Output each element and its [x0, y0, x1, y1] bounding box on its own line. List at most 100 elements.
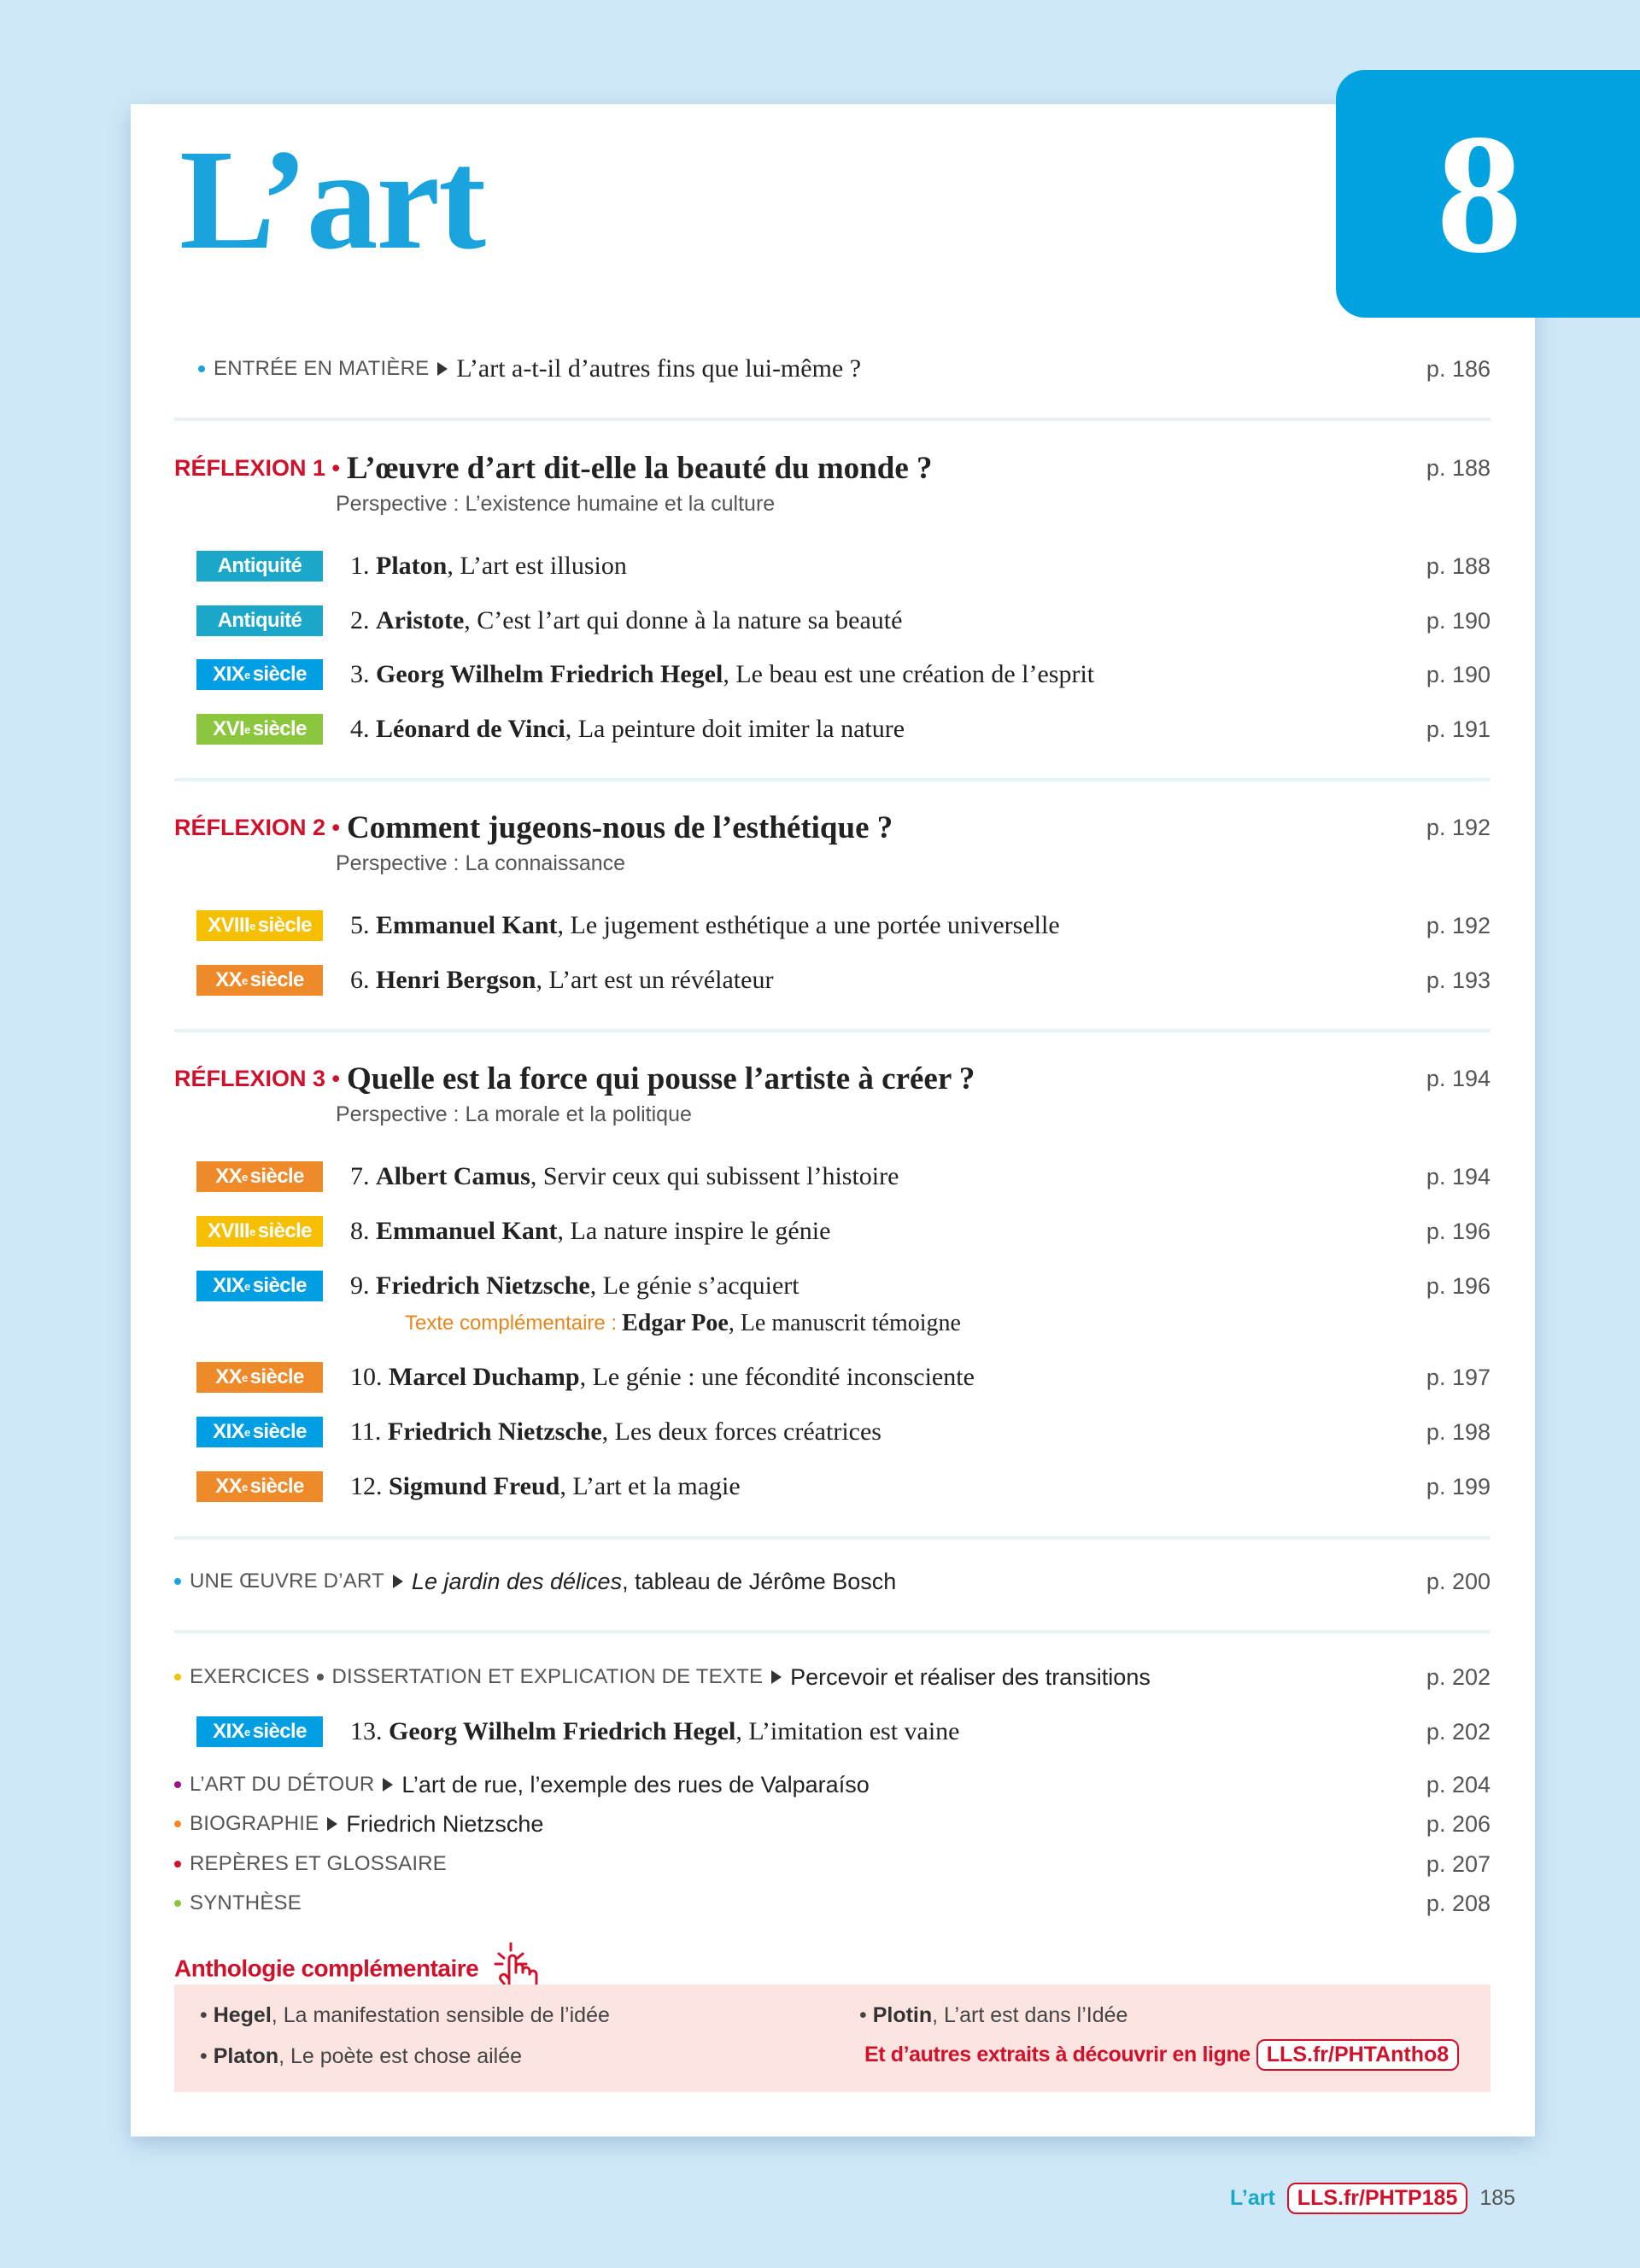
- extra-section[interactable]: BIOGRAPHIE Friedrich Nietzsche p. 206: [0, 1803, 1640, 1845]
- section-label: REPÈRES ET GLOSSAIRE: [190, 1852, 447, 1875]
- page-number: p. 197: [1426, 1364, 1491, 1390]
- text-item[interactable]: XIX e siècle 13. Georg Wilhelm Friedrich He…: [0, 1710, 1640, 1753]
- text-item[interactable]: XX e siècle 12. Sigmund Freud, L’art et la …: [0, 1465, 1640, 1508]
- oeuvre-d-art[interactable]: UNE ŒUVRE D’ART Le jardin des délices, ta…: [0, 1560, 1640, 1603]
- author: Emmanuel Kant: [376, 911, 558, 939]
- reflexion-title: L’œuvre d’art dit-elle la beauté du mond…: [346, 450, 933, 486]
- text-item[interactable]: XIX e siècle 9. Friedrich Nietzsche, Le gén…: [0, 1265, 1640, 1307]
- author: Sigmund Freud: [389, 1472, 560, 1500]
- bullet-icon: [174, 1821, 181, 1827]
- perspective[interactable]: Perspective : La connaissance: [0, 842, 1640, 885]
- period-badge: XIX e siècle: [196, 1271, 323, 1301]
- period-suffix: e: [249, 1225, 255, 1238]
- page-number: p. 192: [1426, 814, 1491, 840]
- divider: [174, 1536, 1491, 1540]
- bullet-icon: [174, 1578, 181, 1585]
- page-number: p. 193: [1426, 967, 1491, 993]
- reflexion-title: Comment jugeons-nous de l’esthétique ?: [346, 810, 893, 845]
- divider: [174, 418, 1491, 421]
- page-number: p. 194: [1426, 1163, 1491, 1190]
- extra-section[interactable]: SYNTHÈSE p. 208: [0, 1882, 1640, 1925]
- page-number: p. 208: [1426, 1890, 1491, 1916]
- text-title: 5. Emmanuel Kant, Le jugement esthétique…: [350, 911, 1060, 939]
- entree-en-matiere[interactable]: ENTRÉE EN MATIÈRE L’art a-t-il d’autres f…: [0, 348, 1640, 390]
- text-item[interactable]: XVI e siècle 4. Léonard de Vinci, La peintu…: [0, 708, 1640, 751]
- exercices-text: Percevoir et réaliser des transitions: [790, 1663, 1151, 1690]
- author: Emmanuel Kant: [376, 1217, 558, 1245]
- anthology-item: • Hegel, La manifestation sensible de l’…: [200, 2003, 610, 2027]
- period-badge: Antiquité: [196, 605, 323, 636]
- author: Georg Wilhelm Friedrich Hegel: [389, 1717, 736, 1745]
- section-label: SYNTHÈSE: [190, 1891, 302, 1914]
- bullet-icon: [174, 1781, 181, 1788]
- chapter-title: L’art: [179, 120, 486, 279]
- text-item[interactable]: Antiquité 2. Aristote, C’est l’art qui do…: [0, 599, 1640, 642]
- text-title: 10. Marcel Duchamp, Le génie : une fécon…: [350, 1363, 975, 1391]
- divider: [174, 1029, 1491, 1032]
- page-number: 185: [1479, 2186, 1516, 2210]
- text-item[interactable]: Antiquité 1. Platon, L’art est illusion p.…: [0, 545, 1640, 587]
- text-title: 7. Albert Camus, Servir ceux qui subisse…: [350, 1162, 899, 1190]
- complementary-text[interactable]: Texte complémentaire : Edgar Poe, Le manu…: [0, 1302, 1640, 1345]
- footer-link[interactable]: LLS.fr/PHTP185: [1286, 2183, 1468, 2214]
- perspective-text: Perspective : La connaissance: [336, 850, 626, 875]
- text-item[interactable]: XX e siècle 10. Marcel Duchamp, Le génie : …: [0, 1356, 1640, 1399]
- period-suffix: e: [242, 1480, 248, 1493]
- perspective-text: Perspective : La morale et la politique: [336, 1102, 692, 1126]
- page-number: p. 206: [1426, 1810, 1491, 1837]
- anthology-box: [174, 1984, 1491, 2092]
- page-number: p. 202: [1426, 1663, 1491, 1690]
- text-title: 4. Léonard de Vinci, La peinture doit im…: [350, 715, 905, 743]
- author: Marcel Duchamp: [389, 1363, 580, 1391]
- page-number: p. 199: [1426, 1473, 1491, 1499]
- perspective[interactable]: Perspective : La morale et la politique: [0, 1093, 1640, 1136]
- period-badge: XVI e siècle: [196, 714, 323, 745]
- reflexion-heading[interactable]: RÉFLEXION 1 • L’œuvre d’art dit-elle la b…: [0, 447, 1640, 489]
- section-label: ENTRÉE EN MATIÈRE: [214, 357, 430, 380]
- text-title: 1. Platon, L’art est illusion: [350, 552, 627, 580]
- period-badge: XVIII e siècle: [196, 1216, 323, 1247]
- anthology-link[interactable]: LLS.fr/PHTAntho8: [1256, 2039, 1460, 2071]
- bullet-icon: [198, 365, 205, 372]
- page-number: p. 191: [1426, 716, 1491, 742]
- author: Aristote: [376, 606, 465, 634]
- text-item[interactable]: XX e siècle 6. Henri Bergson, L’art est un …: [0, 959, 1640, 1002]
- oeuvre-text: Le jardin des délices, tableau de Jérôme…: [411, 1568, 897, 1594]
- page-number: p. 190: [1426, 661, 1491, 687]
- period-suffix: e: [244, 668, 250, 681]
- page-number: p. 198: [1426, 1418, 1491, 1445]
- perspective[interactable]: Perspective : L’existence humaine et la …: [0, 482, 1640, 525]
- period-badge: XX e siècle: [196, 1161, 323, 1192]
- entree-text: L’art a-t-il d’autres fins que lui-même …: [456, 354, 862, 383]
- reflexion-label: RÉFLEXION 1 •: [174, 454, 340, 481]
- text-item[interactable]: XX e siècle 7. Albert Camus, Servir ceux qu…: [0, 1155, 1640, 1198]
- page-card: [131, 104, 1535, 2136]
- anthology-item: • Platon, Le poète est chose ailée: [200, 2044, 523, 2068]
- text-item[interactable]: XVIII e siècle 8. Emmanuel Kant, La nature …: [0, 1210, 1640, 1253]
- section-label: EXERCICES: [190, 1665, 310, 1688]
- author: Friedrich Nietzsche: [387, 1418, 602, 1446]
- chapter-number-tab: 8: [1336, 70, 1640, 318]
- reflexion-heading[interactable]: RÉFLEXION 3 • Quelle est la force qui pou…: [0, 1057, 1640, 1100]
- page-number: p. 190: [1426, 607, 1491, 634]
- reflexion-heading[interactable]: RÉFLEXION 2 • Comment jugeons-nous de l’e…: [0, 806, 1640, 849]
- bullet-icon: [316, 1674, 324, 1681]
- page-number: p. 194: [1426, 1065, 1491, 1091]
- text-item[interactable]: XIX e siècle 11. Friedrich Nietzsche, Les d…: [0, 1411, 1640, 1453]
- text-item[interactable]: XVIII e siècle 5. Emmanuel Kant, Le jugemen…: [0, 904, 1640, 947]
- section-label: UNE ŒUVRE D’ART: [190, 1569, 384, 1593]
- divider: [174, 778, 1491, 781]
- author: Henri Bergson: [376, 966, 536, 994]
- period-suffix: e: [244, 1725, 250, 1739]
- anthology-more: Et d’autres extraits à découvrir en lign…: [864, 2039, 1460, 2071]
- anthology-title-text: Anthologie complémentaire: [174, 1955, 479, 1982]
- page-number: p. 204: [1426, 1771, 1491, 1797]
- page-number: p. 207: [1426, 1850, 1491, 1877]
- extra-section[interactable]: REPÈRES ET GLOSSAIRE p. 207: [0, 1843, 1640, 1885]
- period-suffix: e: [249, 919, 255, 932]
- text-item[interactable]: XIX e siècle 3. Georg Wilhelm Friedrich Heg…: [0, 653, 1640, 696]
- author: Georg Wilhelm Friedrich Hegel: [376, 660, 723, 688]
- extra-section[interactable]: L’ART DU DÉTOUR L’art de rue, l’exemple d…: [0, 1763, 1640, 1806]
- period-suffix: e: [244, 1425, 250, 1439]
- exercices[interactable]: EXERCICES DISSERTATION ET EXPLICATION DE …: [0, 1656, 1640, 1698]
